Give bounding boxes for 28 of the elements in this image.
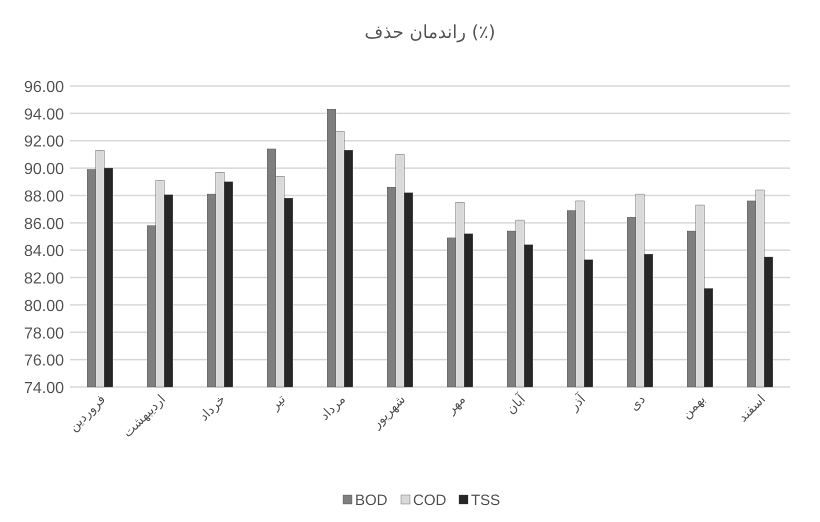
y-tick-label: 94.00: [24, 106, 64, 124]
x-tick-label: آذر: [565, 390, 590, 415]
x-tick-label: مرداد: [317, 392, 349, 424]
x-tick-label: مهر: [443, 392, 469, 418]
x-tick-label: فروردین: [66, 392, 109, 435]
legend-label: TSS: [471, 492, 500, 509]
x-tick-label: تیر: [267, 392, 290, 414]
legend-label: COD: [413, 492, 446, 509]
x-tick-label: اردیبهشت: [120, 392, 169, 441]
chart-title: راندمان حذف (٪): [364, 22, 496, 43]
y-tick-label: 80.00: [24, 298, 64, 315]
legend-label: BOD: [355, 492, 388, 509]
x-tick-label: خرداد: [196, 392, 229, 424]
y-tick-label: 84.00: [24, 243, 64, 260]
x-tick-label: اسفند: [736, 392, 769, 426]
x-tick-label: بهمن: [679, 392, 709, 422]
y-tick-label: 82.00: [24, 270, 64, 288]
y-tick-label: 96.00: [24, 79, 64, 96]
x-tick-label: آبان: [502, 390, 530, 418]
y-tick-label: 86.00: [24, 216, 64, 233]
y-tick-label: 74.00: [24, 380, 64, 397]
y-tick-label: 76.00: [24, 352, 64, 370]
y-tick-label: 78.00: [24, 325, 64, 342]
y-tick-label: 90.00: [24, 161, 64, 178]
y-tick-label: 92.00: [24, 134, 64, 151]
x-tick-label: شهریور: [368, 392, 409, 432]
y-tick-label: 88.00: [24, 188, 64, 206]
x-tick-label: دی: [626, 392, 649, 414]
